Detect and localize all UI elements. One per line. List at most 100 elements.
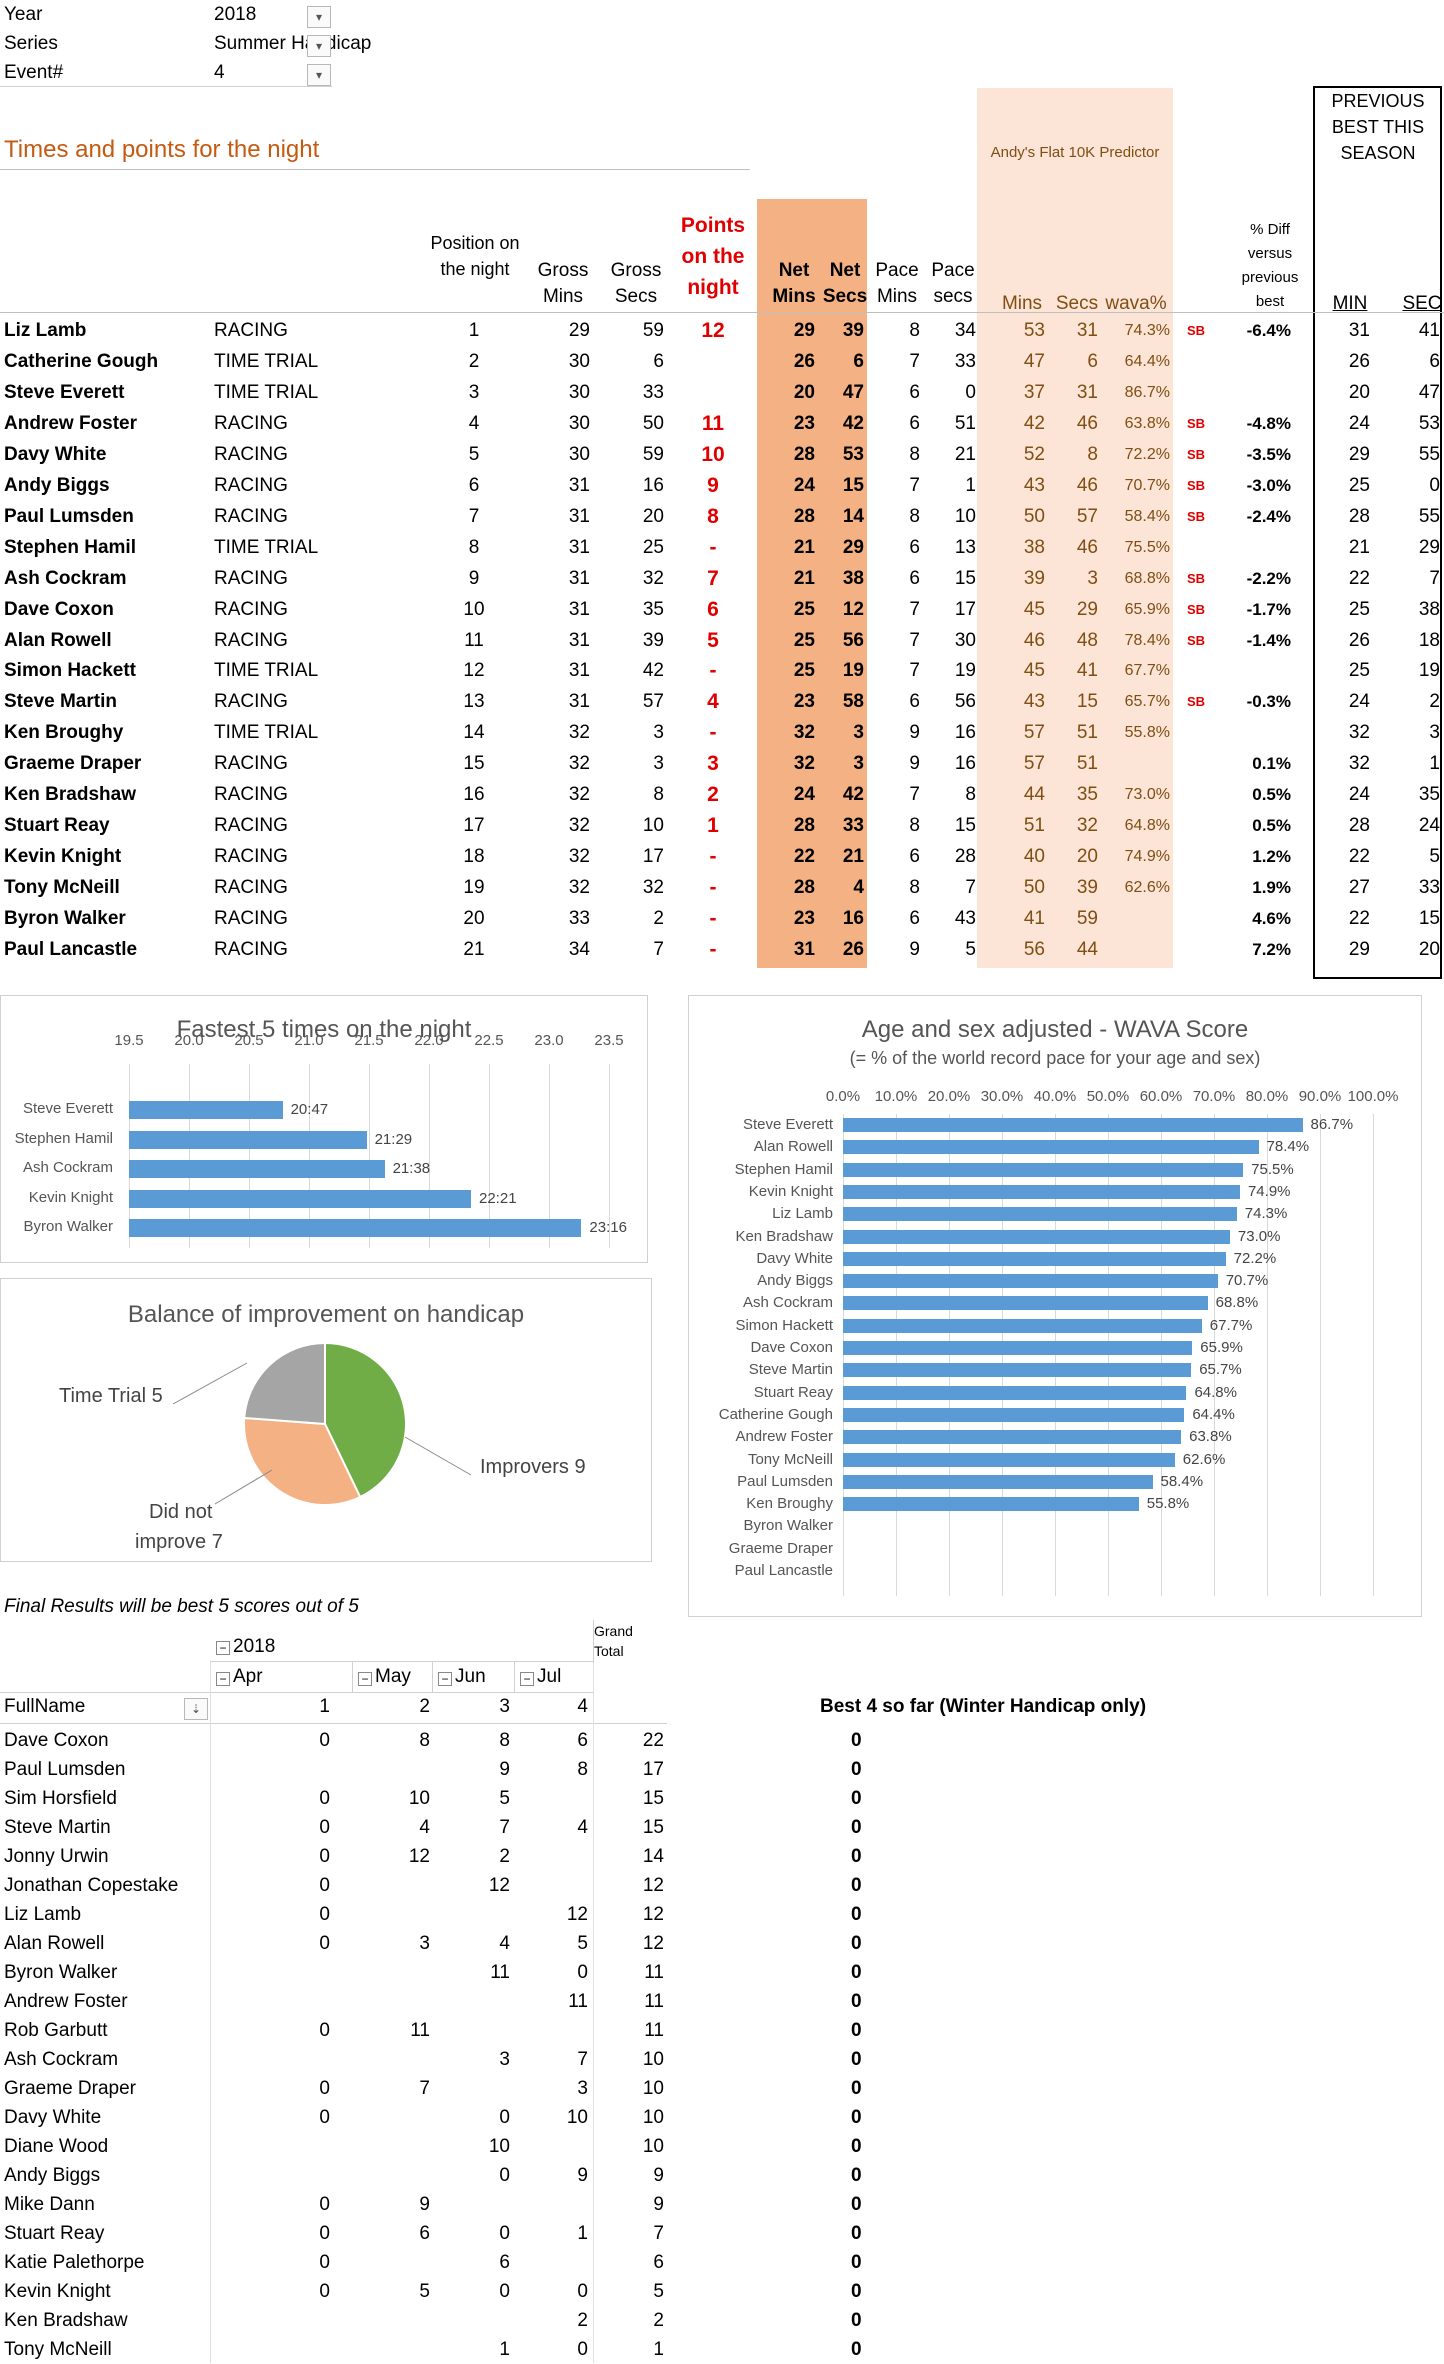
cell-ns: 29 [842,536,864,558]
cell-ps: 56 [954,691,976,713]
cell-min: 25 [1348,660,1370,682]
cell-ns: 3 [853,753,864,775]
pivot-month: Apr [233,1666,263,1687]
cell-prm: 41 [1023,908,1045,930]
pivot-row: Andy Biggs 0 9 9 0 [0,2161,1444,2190]
wava-bar [843,1251,1226,1266]
pivot-body-divider [210,1662,211,2363]
wava-tick-label: 80.0% [1245,1088,1289,1105]
cell-diff: -1.7% [1246,599,1291,619]
cell-pts: - [709,845,717,869]
cell-name: Catherine Gough [4,350,159,372]
cell-pos: 17 [463,815,485,837]
cell-pts: 7 [707,566,719,590]
wava-bar-value: 68.8% [1215,1294,1259,1312]
cell-ps: 10 [954,505,976,527]
improvement-pie-chart: Balance of improvement on handicap Time … [0,1278,652,1562]
fastest-bar [129,1160,385,1178]
cell-name: Liz Lamb [4,320,87,341]
wava-bar-value: 73.0% [1237,1227,1281,1245]
wava-bar-value: 70.7% [1225,1272,1269,1290]
collapse-month-icon[interactable]: − [520,1672,534,1686]
collapse-year-icon[interactable]: − [216,1641,230,1655]
cell-sec: 0 [1429,474,1440,496]
cell-pos: 5 [468,443,480,465]
wava-gridline [843,1114,844,1596]
pivot-best4: 0 [851,1904,862,1925]
pivot-value: 0 [319,2078,330,2099]
cell-diff: -1.4% [1246,630,1291,650]
pivot-best4: 0 [851,1759,862,1780]
best4-header: Best 4 so far (Winter Handicap only) [820,1696,1147,1717]
pivot-row: Byron Walker 11 0 11 0 [0,1958,1444,1987]
cell-wava: 74.3% [1124,322,1170,339]
cell-nm: 20 [793,381,815,403]
cell-ns: 19 [842,660,864,682]
pivot-total: 10 [642,2078,664,2099]
cell-nm: 25 [793,629,815,651]
cell-wava: 75.5% [1124,538,1170,556]
cell-ns: 26 [842,939,864,960]
pivot-value: 9 [419,2194,430,2215]
cell-gs: 39 [642,629,664,651]
table-row: Graeme Draper RACING 15 32 3 3 32 3 9 16 57 51 0.1% 3… [0,749,1444,780]
filter-dropdown-icon[interactable]: ▾ [307,35,331,57]
cell-gs: 59 [642,320,664,341]
cell-gm: 30 [568,443,590,465]
pivot-best4: 0 [851,2194,862,2215]
cell-pos: 16 [463,784,485,806]
cell-pos: 18 [463,846,485,868]
fastest-gridline [429,1064,430,1248]
pivot-grand-total-header: Grand Total [594,1623,633,1659]
pivot-value: 0 [577,1962,588,1983]
cell-type: RACING [214,846,288,868]
cell-name: Ken Bradshaw [4,784,136,806]
cell-ns: 42 [842,784,864,806]
cell-pm: 8 [909,443,920,465]
cell-diff: 7.2% [1252,940,1291,959]
cell-name: Simon Hackett [4,660,136,682]
cell-wava: 63.8% [1124,414,1170,432]
cell-prs: 59 [1076,908,1098,930]
pivot-row: Paul Lumsden 9 8 17 0 [0,1755,1444,1784]
wava-bar [843,1430,1182,1445]
pivot-value: 10 [566,2107,588,2128]
fastest-bar-name: Byron Walker [23,1218,113,1235]
cell-gm: 31 [568,660,590,682]
cell-type: RACING [214,784,288,806]
cell-prs: 51 [1076,753,1098,775]
cell-wava: 58.4% [1124,507,1170,525]
sort-filter-icon[interactable]: ⇣ [184,1698,208,1720]
cell-prm: 37 [1023,381,1045,403]
pie-leader-line [172,1362,248,1405]
cell-pm: 6 [909,381,920,403]
table-row: Catherine Gough TIME TRIAL 2 30 6 26 6 7 33 47 6 64… [0,347,1444,378]
pivot-total: 1 [653,2339,664,2360]
pivot-value: 5 [499,1788,510,1809]
pivot-name: Tony McNeill [4,2339,112,2360]
cell-nm: 32 [793,753,815,775]
wava-bar-value: 86.7% [1310,1116,1354,1133]
cell-ps: 5 [965,939,976,960]
wava-bar-value: 65.7% [1199,1361,1242,1379]
pivot-col-divider [514,1662,515,1692]
filter-dropdown-icon[interactable]: ▾ [307,6,331,28]
cell-gm: 31 [568,474,590,496]
filter-dropdown-icon[interactable]: ▾ [307,64,331,86]
pivot-name: Jonny Urwin [4,1846,109,1867]
cell-type: RACING [214,815,288,837]
pivot-row: Alan Rowell 0 3 4 5 12 0 [0,1929,1444,1958]
table-row: Ash Cockram RACING 9 31 32 7 21 38 6 15 39 3 68.8% SB… [0,564,1444,595]
pivot-event-num: 2 [419,1696,430,1717]
collapse-month-icon[interactable]: − [438,1672,452,1686]
fastest-tick-label: 20.0 [174,1032,204,1049]
pivot-total: 17 [642,1759,664,1780]
pivot-value: 3 [577,2078,588,2099]
wava-bar-name: Kevin Knight [748,1182,833,1200]
collapse-month-icon[interactable]: − [358,1672,372,1686]
pivot-value: 6 [577,1730,588,1751]
pivot-value: 0 [577,2281,588,2302]
pivot-best4: 0 [851,1991,862,2012]
collapse-month-icon[interactable]: − [216,1672,230,1686]
pivot-row: Dave Coxon 0 8 8 6 22 0 [0,1726,1444,1755]
